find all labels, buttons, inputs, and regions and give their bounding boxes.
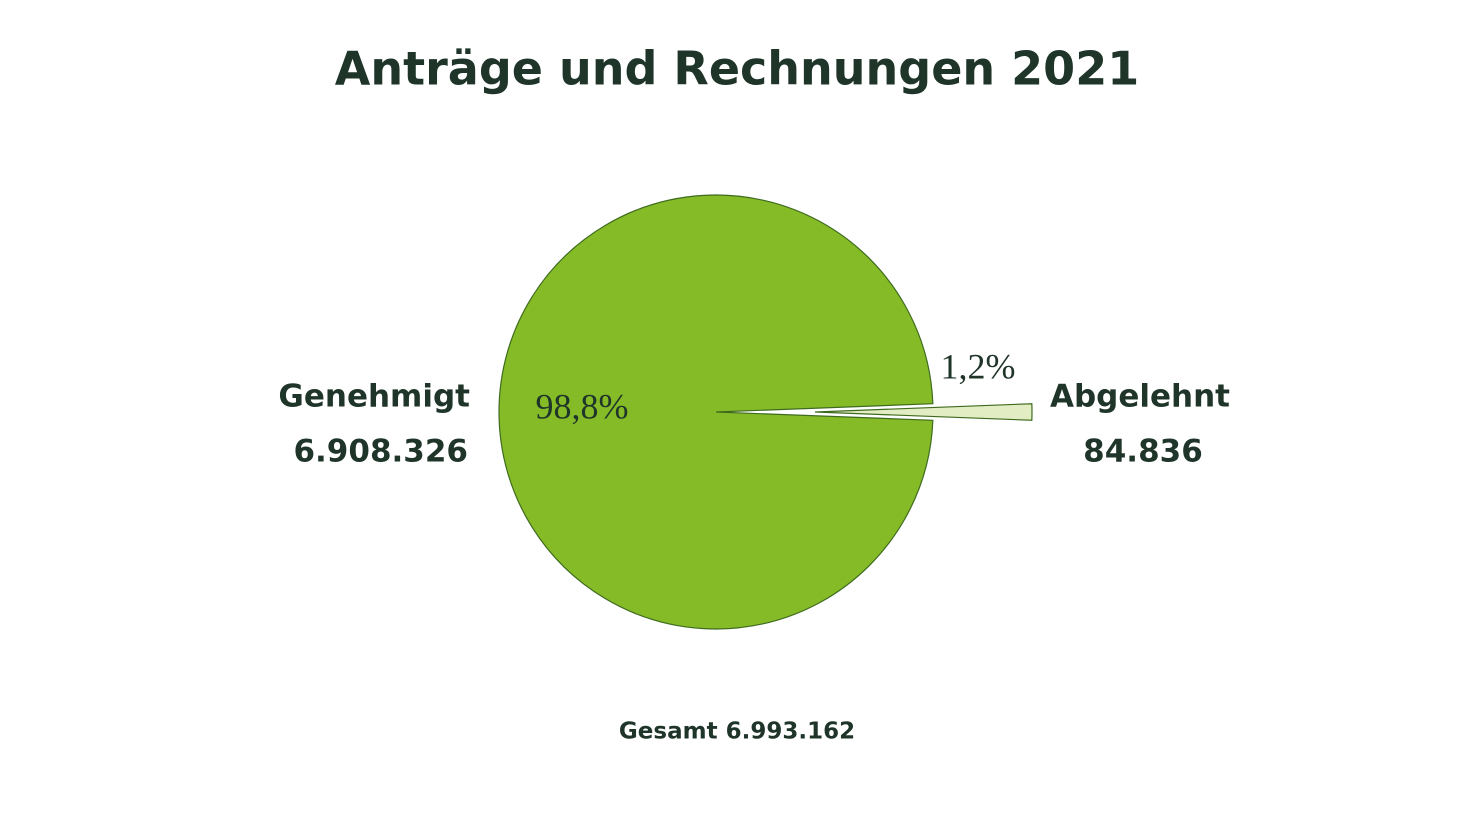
total-label: Gesamt 6.993.162 xyxy=(619,719,855,745)
chart-title: Anträge und Rechnungen 2021 xyxy=(335,42,1139,96)
pie-slice xyxy=(498,194,934,630)
value-label: 6.908.326 xyxy=(293,434,468,470)
percentage-label: 1,2% xyxy=(941,346,1016,386)
percentage-label: 98,8% xyxy=(536,386,629,426)
category-label: Abgelehnt xyxy=(1050,379,1230,415)
pie-slice xyxy=(814,403,1033,421)
category-label: Genehmigt xyxy=(278,379,470,415)
value-label: 84.836 xyxy=(1083,434,1203,470)
